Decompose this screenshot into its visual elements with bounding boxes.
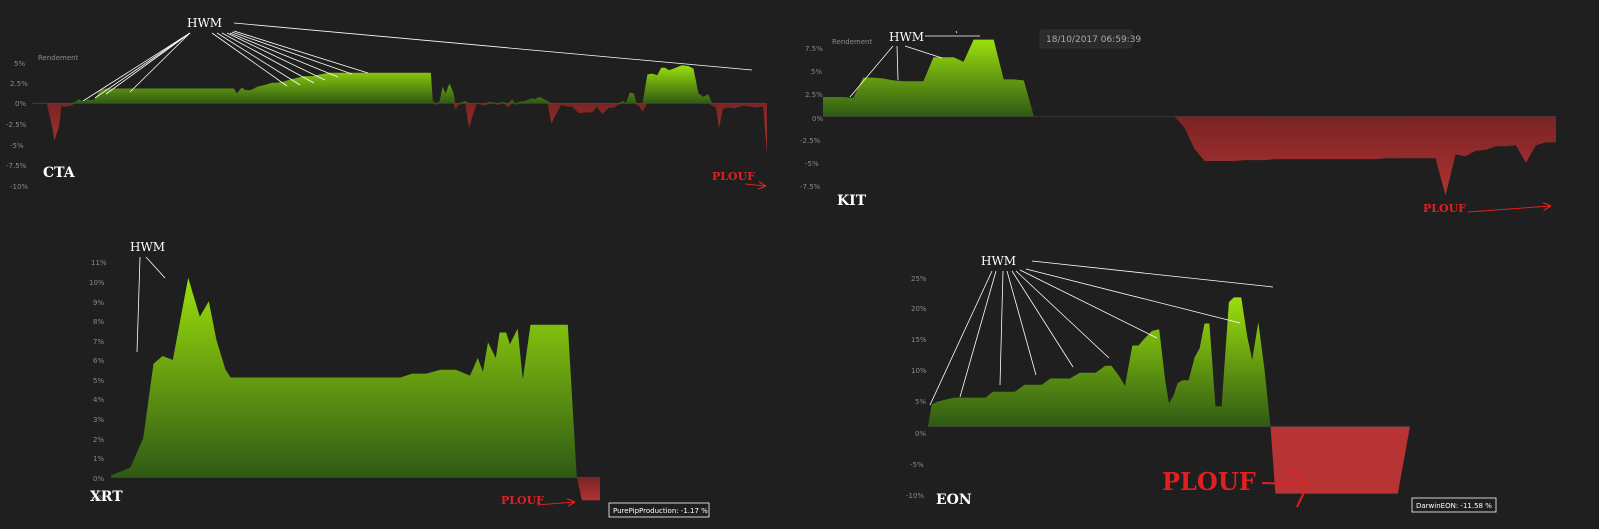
eon-y-tick: -5% (910, 461, 924, 469)
kit-y-tick: 0% (812, 115, 823, 123)
cta-chart: Rendement 5% 2.5% 0% -2.5% -5% -7.5% -10… (6, 16, 767, 191)
eon-name-label: EON (936, 492, 972, 508)
xrt-y-tick: 10% (89, 279, 105, 287)
xrt-y-tick: 7% (93, 338, 104, 346)
eon-plouf-label: PLOUF (1162, 467, 1256, 496)
kit-hwm-annotation: HWM (849, 30, 980, 98)
eon-tooltip-text: DarwinEON: -11.58 % (1416, 502, 1492, 510)
xrt-series (111, 277, 600, 501)
xrt-y-tick: 9% (93, 299, 104, 307)
cta-y-tick: -2.5% (6, 121, 27, 129)
eon-chart: 25% 20% 15% 10% 5% 0% -5% -10% HWM (906, 254, 1497, 513)
xrt-tooltip: PurePipProduction: -1.17 % (608, 502, 710, 518)
xrt-y-tick: 11% (91, 259, 107, 267)
kit-chart: Rendement 7.5% 5% 2.5% 0% -2.5% -5% -7.5… (800, 29, 1556, 215)
cta-positive-area (32, 65, 767, 104)
kit-hwm-label: HWM (889, 30, 924, 44)
cta-title: Rendement (38, 54, 79, 62)
cta-name-label: CTA (43, 165, 76, 181)
kit-timestamp: 18/10/2017 06:59:39 (1046, 35, 1141, 45)
eon-positive-area (928, 297, 1410, 427)
xrt-y-tick: 2% (93, 436, 104, 444)
xrt-hwm-annotation: HWM (130, 240, 166, 353)
cta-hwm-annotation: HWM (82, 16, 753, 102)
xrt-y-tick: 5% (93, 377, 104, 385)
eon-y-tick: 0% (915, 430, 926, 438)
cta-y-tick: -5% (10, 142, 24, 150)
xrt-hwm-label: HWM (130, 240, 165, 254)
cta-negative-area (32, 103, 767, 153)
eon-series (928, 297, 1410, 494)
cta-hwm-label: HWM (187, 16, 222, 30)
xrt-y-tick: 1% (93, 455, 104, 463)
eon-hwm-annotation: HWM (929, 254, 1274, 406)
eon-y-tick: 15% (911, 336, 927, 344)
cta-plouf-label: PLOUF (712, 170, 755, 183)
xrt-plouf-arrow (536, 502, 574, 505)
cta-y-tick: 2.5% (10, 80, 28, 88)
eon-negative-area (928, 426, 1410, 494)
eon-y-tick: 5% (915, 398, 926, 406)
xrt-y-tick: 4% (93, 396, 104, 404)
kit-name-label: KIT (837, 193, 867, 209)
xrt-plouf-label: PLOUF (501, 494, 544, 507)
xrt-hwm-lines (136, 256, 166, 353)
cta-plouf-arrow (744, 184, 765, 186)
xrt-tooltip-text: PurePipProduction: -1.17 % (613, 507, 708, 515)
cta-y-axis: 5% 2.5% 0% -2.5% -5% -7.5% -10% (6, 60, 28, 191)
kit-title: Rendement (832, 38, 873, 46)
eon-hwm-lines (929, 260, 1274, 406)
kit-y-tick: 2.5% (805, 91, 823, 99)
xrt-y-tick: 6% (93, 357, 104, 365)
kit-y-tick: 7.5% (805, 45, 823, 53)
kit-positive-area (823, 39, 1556, 117)
eon-y-tick: 10% (911, 367, 927, 375)
xrt-positive-area (111, 277, 600, 478)
eon-y-tick: -10% (906, 492, 924, 500)
eon-hwm-label: HWM (981, 254, 1016, 268)
cta-hwm-lines (82, 22, 753, 102)
xrt-y-tick: 3% (93, 416, 104, 424)
cta-y-tick: 5% (14, 60, 25, 68)
cta-y-tick: -10% (10, 183, 28, 191)
eon-plouf-arrow (1261, 469, 1310, 508)
xrt-y-tick: 8% (93, 318, 104, 326)
eon-y-axis: 25% 20% 15% 10% 5% 0% -5% -10% (906, 275, 927, 500)
eon-y-tick: 20% (911, 305, 927, 313)
kit-y-tick: -7.5% (800, 183, 821, 191)
kit-negative-area (823, 116, 1556, 196)
xrt-name-label: XRT (90, 489, 123, 505)
kit-y-tick: -2.5% (800, 137, 821, 145)
kit-timestamp-tooltip: 18/10/2017 06:59:39 (1039, 29, 1141, 49)
kit-y-tick: 5% (811, 68, 822, 76)
kit-plouf-label: PLOUF (1423, 202, 1466, 215)
kit-plouf-arrow (1467, 206, 1550, 213)
kit-y-axis: 7.5% 5% 2.5% 0% -2.5% -5% -7.5% (800, 45, 823, 191)
eon-y-tick: 25% (911, 275, 927, 283)
xrt-chart: 11% 10% 9% 8% 7% 6% 5% 4% 3% 2% 1% 0% -1… (89, 240, 710, 518)
kit-series (823, 39, 1556, 196)
cta-y-tick: -7.5% (6, 162, 27, 170)
kit-y-tick: -5% (805, 160, 819, 168)
cta-y-tick: 0% (15, 100, 26, 108)
xrt-y-tick: 0% (93, 475, 104, 483)
xrt-y-tick: -1% (91, 494, 105, 502)
eon-tooltip: DarwinEON: -11.58 % (1411, 497, 1497, 513)
cta-series (32, 65, 767, 153)
xrt-y-axis: 11% 10% 9% 8% 7% 6% 5% 4% 3% 2% 1% 0% -1… (89, 259, 107, 502)
kit-hwm-lines (849, 30, 980, 98)
